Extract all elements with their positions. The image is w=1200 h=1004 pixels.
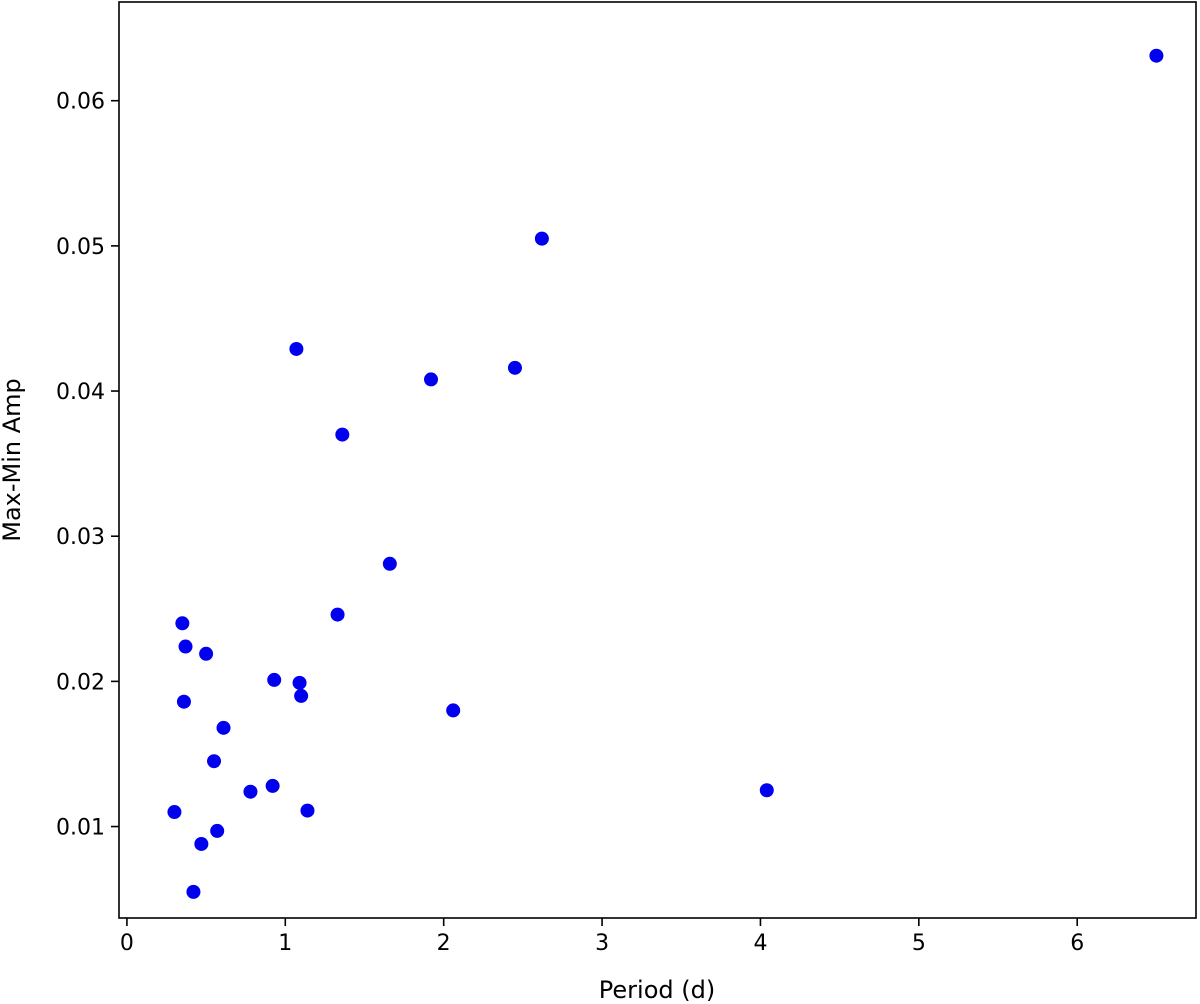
data-point: [243, 784, 258, 799]
data-point: [167, 805, 182, 820]
data-point: [178, 639, 193, 654]
y-tick-label: 0.05: [56, 235, 105, 260]
y-tick-label: 0.02: [56, 670, 105, 695]
data-point: [424, 372, 439, 387]
data-point: [446, 703, 461, 718]
y-axis-ticks: 0.01 0.02 0.03 0.04 0.05 0.06: [56, 90, 119, 841]
data-point: [289, 341, 304, 356]
data-point: [300, 803, 315, 818]
plot-frame: [118, 1, 1197, 919]
data-point: [210, 823, 225, 838]
data-point: [175, 616, 190, 631]
data-point: [382, 556, 397, 571]
data-point: [534, 231, 549, 246]
data-point: [759, 783, 774, 798]
x-tick-label: 3: [595, 931, 609, 956]
data-point: [267, 672, 282, 687]
y-tick-label: 0.03: [56, 525, 105, 550]
data-point: [265, 778, 280, 793]
data-point: [199, 646, 214, 661]
x-tick-label: 4: [753, 931, 767, 956]
data-point: [216, 720, 231, 735]
y-tick-label: 0.06: [56, 90, 105, 115]
x-tick-label: 6: [1070, 931, 1084, 956]
data-point: [194, 836, 209, 851]
data-points: [167, 48, 1164, 899]
x-axis-ticks: 0 1 2 3 4 5 6: [120, 918, 1084, 956]
x-tick-label: 2: [437, 931, 451, 956]
x-tick-label: 0: [120, 931, 134, 956]
x-tick-label: 1: [278, 931, 292, 956]
data-point: [330, 607, 345, 622]
y-tick-label: 0.04: [56, 380, 105, 405]
data-point: [507, 360, 522, 375]
data-point: [335, 427, 350, 442]
data-point: [292, 675, 307, 690]
data-point: [186, 884, 201, 899]
x-axis-label: Period (d): [599, 976, 715, 1004]
data-point: [176, 694, 191, 709]
data-point: [294, 688, 309, 703]
y-axis-label: Max-Min Amp: [0, 378, 26, 542]
x-tick-label: 5: [912, 931, 926, 956]
y-tick-label: 0.01: [56, 816, 105, 841]
data-point: [207, 754, 222, 769]
data-point: [1149, 48, 1164, 63]
